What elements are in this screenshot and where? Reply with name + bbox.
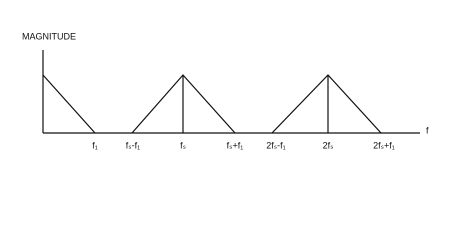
spectrum-diagram: MAGNITUDE f f₁ fₛ-f₁ fₛ fₛ+f₁ 2fₛ-f₁ 2fₛ 2fₛ+f… xyxy=(0,0,449,179)
baseband-spectrum xyxy=(42,74,96,134)
x-axis-label: f xyxy=(426,125,429,135)
x-label: 2fₛ xyxy=(323,140,334,150)
y-axis-label: MAGNITUDE xyxy=(22,31,76,41)
x-label: fₛ-f₁ xyxy=(126,140,140,150)
x-label: 2fₛ-f₁ xyxy=(266,140,285,150)
x-label: fₛ xyxy=(180,140,186,150)
background xyxy=(0,0,449,179)
x-label: 2fₛ+f₁ xyxy=(373,140,395,150)
x-label: fₛ+f₁ xyxy=(227,140,244,150)
x-label: f₁ xyxy=(92,140,98,150)
x-labels: f₁ fₛ-f₁ fₛ fₛ+f₁ 2fₛ-f₁ 2fₛ 2fₛ+f₁ xyxy=(92,140,395,150)
